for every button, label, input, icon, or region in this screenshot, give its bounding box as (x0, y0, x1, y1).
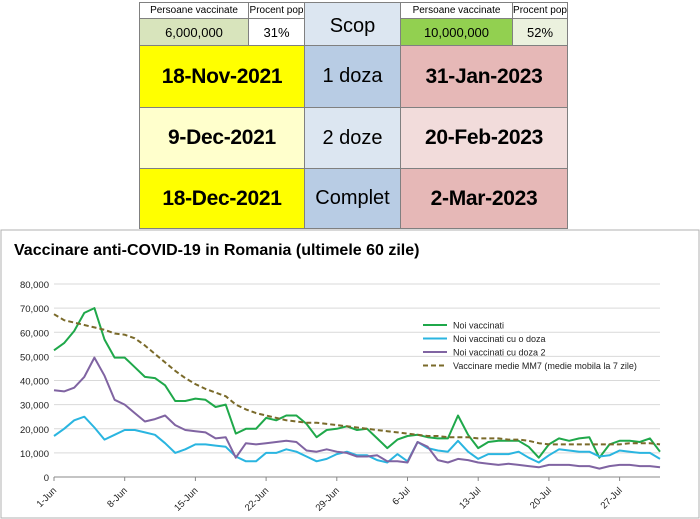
right-vaccinated-value: 10,000,000 (400, 18, 513, 46)
series-line-4 (53, 313, 661, 446)
dose2-date-10m: 20-Feb-2023 (400, 107, 568, 169)
right-percent-value: 52% (512, 18, 568, 46)
complete-date-10m: 2-Mar-2023 (400, 168, 568, 229)
left-vaccinated-value: 6,000,000 (139, 18, 249, 46)
legend-label-2: Noi vaccinati cu o doza (453, 334, 546, 344)
series-line-1 (53, 307, 661, 459)
series-line-3 (53, 356, 661, 470)
dose2-date-6m: 9-Dec-2021 (139, 107, 305, 169)
dose2-label: 2 doze (304, 107, 401, 169)
left-percent-value: 31% (248, 18, 305, 46)
legend-label-1: Noi vaccinati (453, 321, 504, 331)
right-header-percent: Procent pop (512, 2, 568, 19)
line-chart-svg: Vaccinare anti-COVID-19 in Romania (ulti… (0, 229, 700, 519)
chart-title: Vaccinare anti-COVID-19 in Romania (ulti… (14, 242, 419, 259)
y-tick-label: 40,000 (20, 377, 49, 388)
dose1-label: 1 doza (304, 45, 401, 108)
y-tick-label: 20,000 (20, 425, 49, 436)
left-header-vaccinated: Persoane vaccinate (139, 2, 249, 19)
y-tick-label: 60,000 (20, 328, 49, 339)
y-tick-label: 80,000 (20, 280, 49, 291)
chart-frame (0, 229, 700, 519)
vaccination-target-table: Persoane vaccinate Procent pop 6,000,000… (139, 2, 568, 229)
dose1-date-6m: 18-Nov-2021 (139, 45, 305, 108)
y-tick-label: 50,000 (20, 352, 49, 363)
left-header-percent: Procent pop (248, 2, 305, 19)
legend-label-4: Vaccinare medie MM7 (medie mobila la 7 z… (453, 361, 637, 371)
right-header-vaccinated: Persoane vaccinate (400, 2, 513, 19)
series-line-2 (53, 415, 661, 464)
y-tick-label: 70,000 (20, 304, 49, 315)
legend-label-3: Noi vaccinati cu doza 2 (453, 348, 546, 358)
dose1-date-10m: 31-Jan-2023 (400, 45, 568, 108)
complete-label: Complet (304, 168, 401, 229)
y-tick-label: 30,000 (20, 401, 49, 412)
vaccination-chart: Vaccinare anti-COVID-19 in Romania (ulti… (0, 229, 700, 519)
complete-date-6m: 18-Dec-2021 (139, 168, 305, 229)
y-tick-label: 0 (44, 473, 49, 484)
scop-label: Scop (304, 2, 401, 46)
y-tick-label: 10,000 (20, 449, 49, 460)
